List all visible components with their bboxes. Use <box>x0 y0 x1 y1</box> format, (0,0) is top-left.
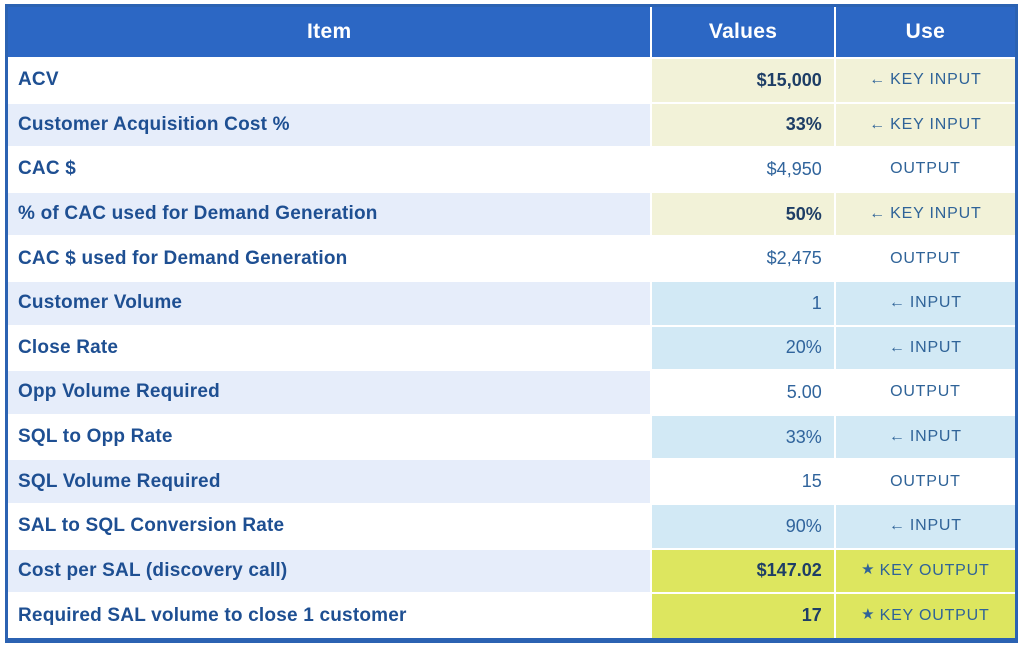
arrow-left-icon: ← <box>888 517 905 535</box>
item-cell: CAC $ <box>8 146 653 193</box>
use-label: OUTPUT <box>890 249 961 267</box>
column-header-use: Use <box>833 7 1015 59</box>
use-cell: ★ KEY OUTPUT <box>833 592 1015 638</box>
table-row: ACV $15,000 ← KEY INPUT <box>8 57 1015 104</box>
use-label: INPUT <box>909 338 962 356</box>
value-cell[interactable]: 33% <box>650 413 836 461</box>
use-label: KEY INPUT <box>890 115 982 133</box>
item-cell: Close Rate <box>8 324 653 372</box>
value-cell: $4,950 <box>650 146 836 193</box>
table-header: Item Values Use <box>8 7 1015 59</box>
use-label: OUTPUT <box>890 383 961 401</box>
item-cell: ACV <box>8 57 653 104</box>
value-cell: $147.02 <box>650 547 836 595</box>
use-label: KEY OUTPUT <box>879 607 990 625</box>
value-cell[interactable]: 20% <box>650 324 836 372</box>
value-cell[interactable]: 33% <box>650 101 836 149</box>
use-cell: ← KEY INPUT <box>833 101 1015 149</box>
use-cell: ← INPUT <box>833 324 1015 372</box>
item-cell: SAL to SQL Conversion Rate <box>8 502 653 550</box>
arrow-left-icon: ← <box>888 428 905 446</box>
star-icon: ★ <box>861 561 875 579</box>
item-cell: Required SAL volume to close 1 customer <box>8 592 653 638</box>
value-cell[interactable]: $15,000 <box>650 57 836 104</box>
header-row: Item Values Use <box>8 7 1015 59</box>
use-cell: ← INPUT <box>833 413 1015 461</box>
table-row: Customer Volume 1 ← INPUT <box>8 279 1015 327</box>
item-cell: CAC $ used for Demand Generation <box>8 235 653 282</box>
table-row: Required SAL volume to close 1 customer 1… <box>8 592 1015 638</box>
star-icon: ★ <box>861 606 875 624</box>
use-label: KEY OUTPUT <box>879 562 990 580</box>
table-row: CAC $ used for Demand Generation $2,475 OU… <box>8 235 1015 282</box>
arrow-left-icon: ← <box>869 205 886 223</box>
table-row: Cost per SAL (discovery call) $147.02 ★ KEY… <box>8 547 1015 595</box>
arrow-left-icon: ← <box>869 71 886 89</box>
use-label: INPUT <box>909 294 962 312</box>
value-cell: 17 <box>650 592 836 638</box>
item-cell: % of CAC used for Demand Generation <box>8 190 653 238</box>
use-cell: ← KEY INPUT <box>833 57 1015 104</box>
value-cell[interactable]: 50% <box>650 190 836 238</box>
value-cell: 15 <box>650 458 836 505</box>
column-header-item: Item <box>8 7 653 59</box>
use-cell: OUTPUT <box>833 369 1015 416</box>
column-header-values: Values <box>650 7 836 59</box>
table-row: SQL to Opp Rate 33% ← INPUT <box>8 413 1015 461</box>
use-cell: ← KEY INPUT <box>833 190 1015 238</box>
use-label: KEY INPUT <box>890 205 982 223</box>
use-label: INPUT <box>909 517 962 535</box>
metrics-table: Item Values Use ACV $15,000 ← KEY INPUT Cust… <box>5 4 1018 643</box>
table-row: CAC $ $4,950 OUTPUT <box>8 146 1015 193</box>
item-cell: Customer Volume <box>8 279 653 327</box>
value-cell[interactable]: 90% <box>650 502 836 550</box>
table-row: SAL to SQL Conversion Rate 90% ← INPUT <box>8 502 1015 550</box>
item-cell: Customer Acquisition Cost % <box>8 101 653 149</box>
item-cell: Cost per SAL (discovery call) <box>8 547 653 595</box>
table-row: % of CAC used for Demand Generation 50% ← K… <box>8 190 1015 238</box>
item-cell: SQL to Opp Rate <box>8 413 653 461</box>
use-cell: OUTPUT <box>833 458 1015 505</box>
value-cell: $2,475 <box>650 235 836 282</box>
table-row: Customer Acquisition Cost % 33% ← KEY INPUT <box>8 101 1015 149</box>
use-label: KEY INPUT <box>890 71 982 89</box>
table-body: ACV $15,000 ← KEY INPUT Customer Acquisition… <box>8 57 1015 638</box>
use-label: INPUT <box>909 428 962 446</box>
item-cell: Opp Volume Required <box>8 369 653 416</box>
arrow-left-icon: ← <box>888 294 905 312</box>
use-cell: OUTPUT <box>833 235 1015 282</box>
metrics-table-grid: Item Values Use ACV $15,000 ← KEY INPUT Cust… <box>8 7 1015 638</box>
use-cell: ← INPUT <box>833 502 1015 550</box>
use-cell: ← INPUT <box>833 279 1015 327</box>
value-cell: 5.00 <box>650 369 836 416</box>
arrow-left-icon: ← <box>888 338 905 356</box>
arrow-left-icon: ← <box>869 115 886 133</box>
table-row: SQL Volume Required 15 OUTPUT <box>8 458 1015 505</box>
use-label: OUTPUT <box>890 472 961 490</box>
table-row: Opp Volume Required 5.00 OUTPUT <box>8 369 1015 416</box>
value-cell[interactable]: 1 <box>650 279 836 327</box>
table-row: Close Rate 20% ← INPUT <box>8 324 1015 372</box>
use-cell: ★ KEY OUTPUT <box>833 547 1015 595</box>
use-label: OUTPUT <box>890 160 961 178</box>
use-cell: OUTPUT <box>833 146 1015 193</box>
item-cell: SQL Volume Required <box>8 458 653 505</box>
